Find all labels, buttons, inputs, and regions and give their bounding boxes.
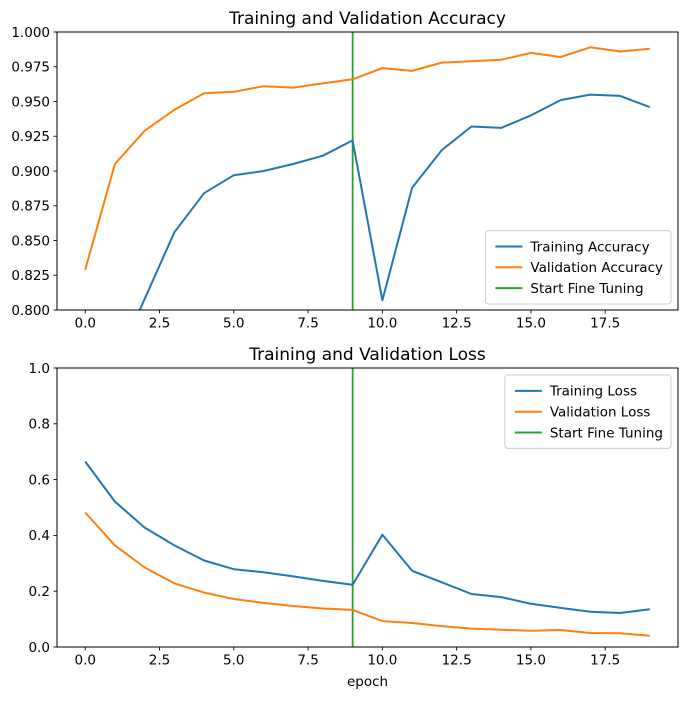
legend-label: Start Fine Tuning (530, 281, 643, 297)
training-accuracy-line (138, 93, 651, 310)
y-tick-label: 1.0 (29, 361, 50, 377)
x-tick-label: 5.0 (223, 316, 244, 332)
x-tick-label: 7.5 (297, 316, 318, 332)
x-tick-label: 5.0 (223, 653, 244, 669)
legend-label: Training Loss (549, 384, 637, 400)
training-and-validation-accuracy-subplot: Training and Validation Accuracy0.8000.8… (11, 9, 679, 332)
x-tick-label: 15.0 (516, 316, 546, 332)
x-tick-label: 17.5 (590, 316, 620, 332)
plot-border (56, 367, 679, 648)
training-loss-line (84, 460, 650, 614)
legend-label: Start Fine Tuning (550, 425, 663, 441)
training-and-validation-loss-subplot: Training and Validation Loss 0.0 0.2 0.4 0.6… (29, 345, 679, 690)
x-tick-label: 2.5 (149, 316, 170, 332)
y-tick-label: 0.925 (11, 129, 50, 145)
x-tick-label: 0.0 (74, 316, 95, 332)
y-tick-label: 0.800 (11, 303, 50, 319)
y-tick-label: 0.8 (29, 417, 50, 433)
y-tick-label: 0.850 (11, 233, 50, 249)
y-tick-label: 0.0 (29, 640, 50, 656)
y-tick-label: 0.975 (11, 60, 50, 76)
x-tick-label: 15.0 (516, 653, 546, 669)
legend-label: Validation Accuracy (530, 260, 663, 276)
y-axis-ticks: 0.0 0.2 0.4 0.6 0.8 1.0 (29, 361, 57, 656)
x-axis-ticks: 0.0 2.5 5.0 7.5 10.0 12.5 15.0 17.5 (74, 647, 620, 669)
y-axis-ticks: 0.800 0.825 0.850 0.875 0.900 0.925 0.950 0.975… (11, 25, 57, 319)
y-tick-label: 0.950 (11, 94, 50, 110)
x-tick-label: 12.5 (442, 316, 472, 332)
x-tick-label: 10.0 (367, 316, 397, 332)
legend-label: Validation Loss (550, 405, 651, 421)
x-tick-label: 2.5 (149, 653, 170, 669)
y-tick-label: 1.000 (11, 25, 50, 41)
x-tick-label: 0.0 (74, 653, 95, 669)
legend-box (484, 230, 672, 305)
x-tick-label: 17.5 (590, 653, 620, 669)
plot-border (56, 31, 679, 311)
chart-title: Training and Validation Accuracy (228, 9, 506, 29)
legend-label: Training Accuracy (529, 239, 649, 255)
x-axis-label: epoch (347, 674, 388, 690)
y-tick-label: 0.900 (11, 164, 50, 180)
x-tick-label: 10.0 (367, 653, 397, 669)
legend-box (504, 374, 672, 449)
validation-loss-line (84, 511, 650, 637)
y-tick-label: 0.875 (11, 199, 50, 215)
y-tick-label: 0.6 (29, 472, 50, 488)
x-axis-ticks: 0.0 2.5 5.0 7.5 10.0 12.5 15.0 17.5 (74, 310, 620, 332)
y-tick-label: 0.825 (11, 268, 50, 284)
legend: Training Loss Validation Loss Start Fine T… (504, 374, 672, 449)
y-tick-label: 0.2 (29, 584, 50, 600)
legend: Training Accuracy Validation Accuracy Star… (484, 230, 672, 305)
chart-title: Training and Validation Loss (248, 345, 486, 365)
validation-accuracy-line (84, 46, 650, 270)
x-tick-label: 12.5 (442, 653, 472, 669)
x-tick-label: 7.5 (297, 653, 318, 669)
y-tick-label: 0.4 (29, 528, 50, 544)
